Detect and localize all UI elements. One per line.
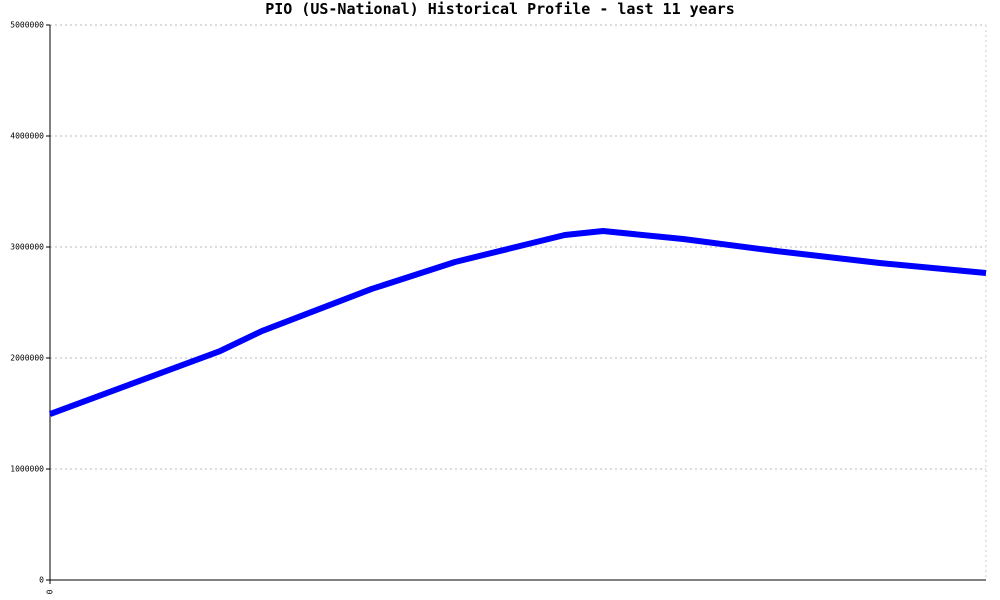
y-tick-label: 3000000 bbox=[10, 243, 44, 252]
y-tick-label: 0 bbox=[39, 576, 44, 585]
x-tick-label: 0 bbox=[46, 589, 55, 594]
y-tick-label: 4000000 bbox=[10, 132, 44, 141]
y-tick-label: 1000000 bbox=[10, 465, 44, 474]
chart-title: PIO (US-National) Historical Profile - l… bbox=[265, 0, 735, 18]
data-line bbox=[48, 228, 987, 417]
y-tick-label: 5000000 bbox=[10, 21, 44, 30]
y-tick-label: 2000000 bbox=[10, 354, 44, 363]
